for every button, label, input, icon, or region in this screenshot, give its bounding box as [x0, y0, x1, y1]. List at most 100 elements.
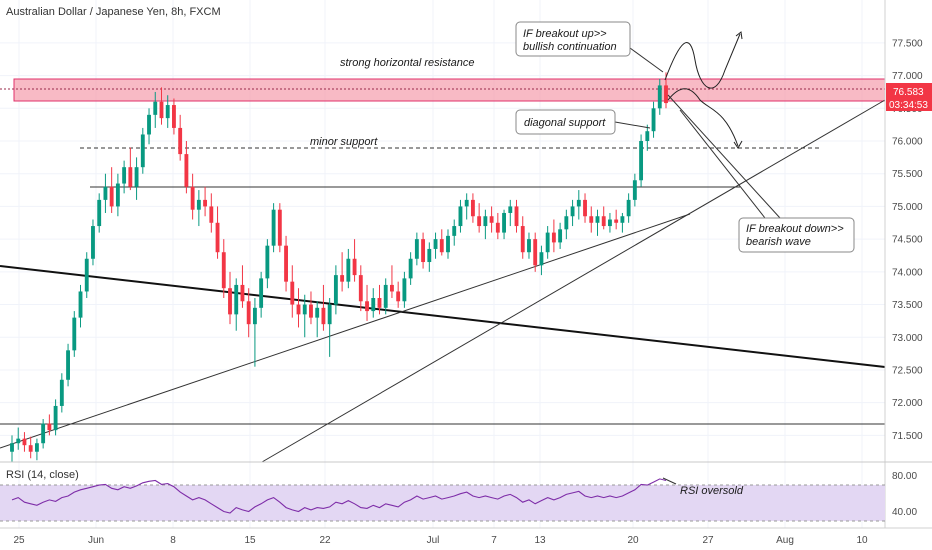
candle	[502, 209, 506, 240]
candle	[377, 284, 382, 315]
candle	[390, 265, 394, 299]
candle	[657, 78, 662, 115]
rsi-tick-40: 40.00	[892, 507, 917, 518]
candle	[527, 232, 531, 259]
candle	[196, 190, 201, 227]
candle	[84, 252, 89, 299]
time-tick: 7	[491, 535, 497, 546]
candle	[576, 190, 581, 220]
time-tick: 25	[13, 535, 25, 546]
candle	[508, 199, 513, 227]
candle	[371, 288, 376, 318]
bullish-projection-arrowhead	[735, 31, 743, 40]
current-price-tag	[886, 83, 932, 111]
candle	[290, 265, 295, 318]
candle	[72, 311, 77, 357]
candle	[439, 229, 444, 256]
candle	[234, 278, 239, 331]
candle	[34, 438, 39, 461]
candle	[296, 288, 301, 328]
resistance-label: strong horizontal resistance	[340, 57, 475, 69]
minor-support-label: minor support	[310, 136, 378, 148]
candle	[520, 216, 525, 259]
candle	[645, 124, 650, 151]
candle	[53, 399, 58, 436]
candle	[66, 343, 70, 387]
bearish-projection-path	[667, 88, 739, 147]
candle	[240, 265, 245, 308]
candle	[446, 229, 450, 259]
candle	[489, 206, 494, 233]
candles	[10, 72, 668, 462]
price-tick: 75.500	[892, 169, 923, 180]
candle	[564, 209, 569, 240]
callout-connector-down-1	[667, 94, 781, 219]
lower-diagonal-support	[0, 213, 691, 449]
price-tick: 77.500	[892, 38, 923, 49]
candle	[383, 278, 388, 315]
callout-breakout-up	[515, 21, 631, 57]
bearish-projection-arrowhead	[733, 140, 743, 149]
candle	[228, 271, 232, 325]
candle	[184, 141, 189, 194]
candle	[365, 284, 369, 321]
breakout-up-text-2: bullish continuation	[523, 41, 617, 53]
candle	[346, 248, 351, 289]
candle	[190, 173, 195, 220]
candle	[477, 203, 482, 233]
candle	[464, 193, 469, 220]
price-tick: 72.000	[892, 398, 923, 409]
thick-descending-trendline	[0, 265, 886, 368]
candle	[601, 206, 606, 230]
candle	[427, 242, 432, 272]
grid	[0, 0, 885, 528]
price-tick: 75.000	[892, 202, 923, 213]
candle	[165, 95, 170, 128]
candle	[246, 288, 251, 338]
candle	[178, 114, 183, 161]
candle	[333, 265, 338, 315]
candle	[595, 209, 600, 236]
candle	[414, 232, 419, 266]
candle	[589, 206, 594, 233]
time-tick: 27	[702, 535, 714, 546]
candle	[203, 186, 208, 217]
candle	[651, 101, 656, 138]
rsi-label: RSI (14, close)	[6, 469, 79, 481]
time-tick: Jul	[427, 535, 440, 546]
rsi-line	[11, 478, 667, 514]
price-axis: 77.50077.00076.50076.00075.50075.00074.5…	[892, 38, 923, 441]
candle	[539, 245, 544, 276]
rsi-tick-80: 80.00	[892, 471, 917, 482]
candle	[284, 235, 288, 292]
candle	[608, 212, 612, 233]
candle	[140, 127, 145, 174]
callout-diagonal-support	[515, 109, 616, 135]
candle	[626, 193, 631, 223]
candle	[483, 209, 488, 240]
chart-title: Australian Dollar / Japanese Yen, 8h, FX…	[6, 6, 221, 18]
time-tick: 22	[319, 535, 331, 546]
candle	[620, 212, 625, 233]
candle	[277, 203, 282, 253]
price-tick: 74.500	[892, 235, 923, 246]
candle	[172, 98, 176, 135]
rsi-note: RSI oversold	[680, 485, 744, 497]
time-tick: 10	[856, 535, 868, 546]
candle	[402, 271, 407, 308]
time-tick: 13	[534, 535, 546, 546]
price-tick: 76.000	[892, 137, 923, 148]
candle	[252, 298, 257, 367]
candle	[28, 436, 33, 459]
candle	[309, 291, 313, 325]
rsi-note-connector	[662, 477, 677, 485]
candle	[153, 91, 158, 128]
candle	[10, 435, 14, 462]
time-tick: 20	[627, 535, 639, 546]
resistance-zone	[13, 78, 886, 102]
candle	[16, 427, 21, 450]
candle	[352, 239, 357, 282]
callout-connector-up	[629, 47, 664, 73]
candle	[302, 294, 307, 338]
